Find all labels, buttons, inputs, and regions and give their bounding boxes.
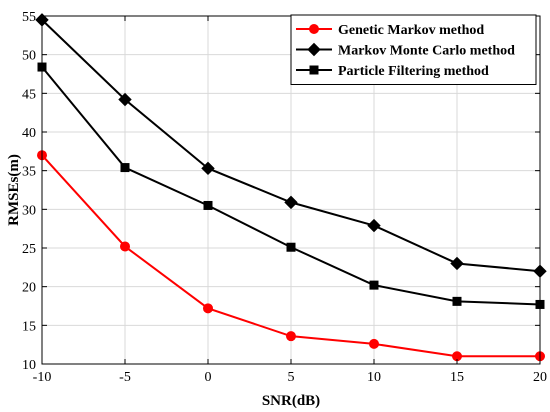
x-axis-title: SNR(dB) [262,393,320,409]
legend-item: Markov Monte Carlo method [296,42,515,59]
y-axis-title: RMSEs(m) [6,154,22,226]
data-point [203,200,213,210]
data-point [452,296,462,306]
legend-label: Markov Monte Carlo method [338,44,515,59]
data-point [369,338,379,349]
y-tick-label: 35 [22,165,36,180]
x-tick-label: 5 [288,370,295,385]
data-point [367,218,381,233]
y-tick-label: 45 [22,87,36,102]
data-point [286,331,296,342]
x-tick-label: -5 [119,370,131,385]
legend-item: Genetic Markov method [296,23,484,38]
y-tick-label: 15 [22,319,36,334]
x-tick-label: -10 [33,370,52,385]
y-tick-label: 10 [22,358,36,373]
legend: Genetic Markov method Markov Monte Carlo … [290,14,537,85]
legend-label: Genetic Markov method [338,23,484,38]
y-tick-label: 25 [22,242,36,257]
data-point [118,92,132,107]
y-tick-label: 30 [22,203,36,218]
data-point [201,161,215,176]
series-0 [37,150,545,362]
data-point [120,241,130,252]
data-point [203,303,213,314]
x-tick-label: 20 [533,370,547,385]
data-point [120,163,130,173]
legend-marker [309,65,319,75]
data-point [369,280,379,290]
x-tick-label: 0 [205,370,212,385]
data-point [286,242,296,252]
y-tick-label: 20 [22,281,36,296]
y-tick-label: 40 [22,126,36,141]
y-tick-label: 55 [22,10,36,25]
legend-marker [309,24,319,34]
y-tick-label: 50 [22,49,36,64]
data-point [284,195,298,210]
x-tick-label: 10 [367,370,381,385]
legend-label: Particle Filtering method [338,64,489,79]
x-tick-label: 15 [450,370,464,385]
series-layer [35,13,547,362]
data-point [450,256,464,271]
legend-marker [307,42,321,57]
legend-item: Particle Filtering method [296,64,489,79]
axis-ticks: -10 -5 0 5 10 15 20 10 15 20 25 30 35 40 45 50 55 [22,10,547,385]
